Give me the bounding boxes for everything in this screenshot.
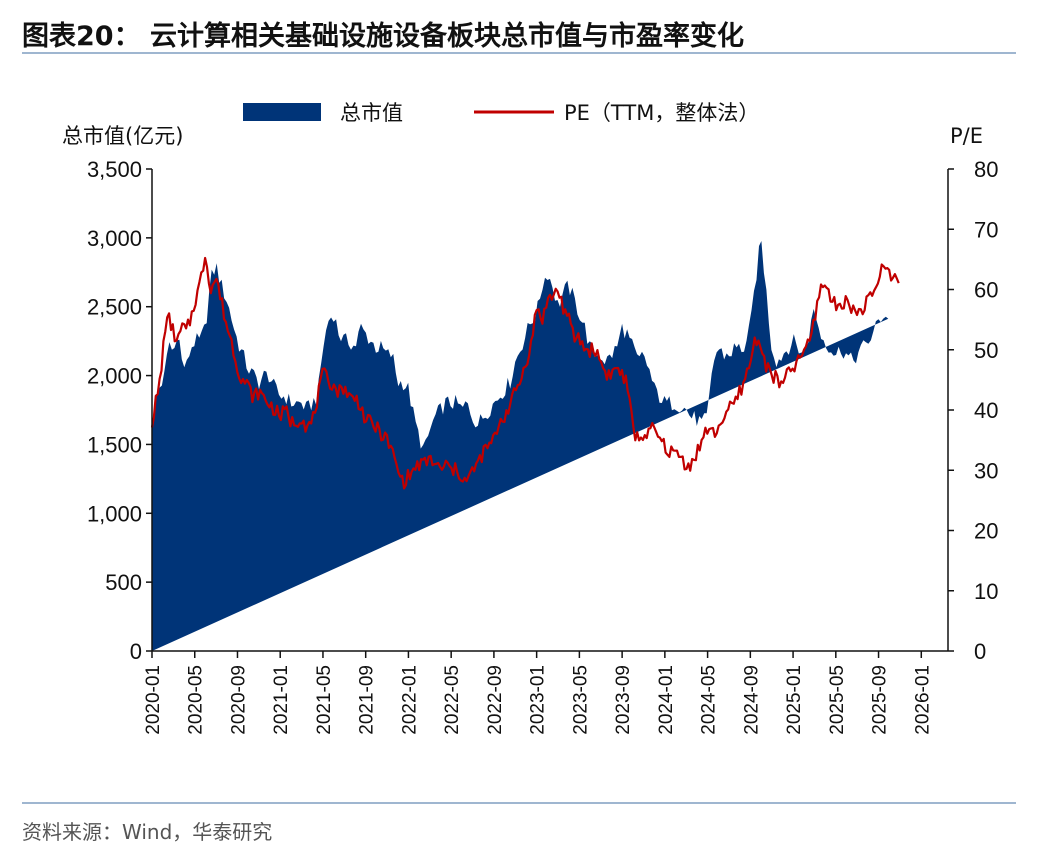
x-tick-label: 2022-05	[442, 665, 463, 735]
y-right-tick-label: 50	[974, 338, 998, 363]
x-tick-label: 2020-05	[186, 665, 207, 735]
x-tick-label: 2021-05	[314, 665, 335, 735]
x-tick-label: 2025-05	[827, 665, 848, 735]
legend-label-pe: PE（TTM，整体法）	[564, 101, 759, 125]
x-tick-label: 2022-01	[399, 665, 420, 735]
x-tick-label: 2025-09	[870, 665, 891, 735]
y-left-tick-label: 500	[105, 570, 142, 595]
market-cap-area	[152, 241, 889, 651]
y-right-tick-label: 30	[974, 458, 998, 483]
x-tick-label: 2021-09	[357, 665, 378, 735]
y-right-axis-label: P/E	[950, 124, 983, 148]
x-tick-label: 2025-01	[784, 665, 805, 735]
y-left-tick-label: 3,000	[87, 226, 142, 251]
pe-line	[150, 256, 900, 490]
y-left-tick-label: 2,000	[87, 364, 142, 389]
x-tick-label: 2020-01	[143, 665, 164, 735]
legend-swatch-area	[243, 103, 321, 121]
market-cap-area-layer	[152, 241, 889, 651]
y-right-tick-label: 60	[974, 278, 998, 303]
y-right-tick-label: 20	[974, 519, 998, 544]
y-left-tick-label: 0	[130, 639, 142, 664]
pe-line-layer	[150, 256, 900, 490]
y-right-tick-label: 0	[974, 639, 986, 664]
y-right-tick-label: 70	[974, 217, 998, 242]
y-left-tick-label: 1,000	[87, 501, 142, 526]
legend-label-market-cap: 总市值	[340, 101, 403, 125]
x-tick-label: 2024-09	[741, 665, 762, 735]
y-left-tick-label: 2,500	[87, 295, 142, 320]
y-left-tick-label: 1,500	[87, 432, 142, 457]
x-tick-label: 2024-05	[699, 665, 720, 735]
chart-title: 图表20： 云计算相关基础设施设备板块总市值与市盈率变化	[22, 21, 744, 52]
x-tick-label: 2023-01	[528, 665, 549, 735]
axes-layer: 0 500 1,000 1,500 2,000 2,500 3,000 3,500 0 10 20 3…	[87, 157, 999, 735]
x-tick-label: 2022-09	[485, 665, 506, 735]
x-tick-label: 2023-05	[570, 665, 591, 735]
y-right-tick-label: 10	[974, 579, 998, 604]
x-tick-label: 2023-09	[613, 665, 634, 735]
y-left-tick-label: 3,500	[87, 157, 142, 182]
x-tick-label: 2020-09	[228, 665, 249, 735]
y-right-tick-label: 80	[974, 157, 998, 182]
x-tick-label: 2026-01	[912, 665, 933, 735]
x-tick-label: 2021-01	[271, 665, 292, 735]
source-note: 资料来源：Wind，华泰研究	[22, 820, 273, 844]
title-divider	[22, 52, 1016, 54]
legend: 总市值 PE（TTM，整体法）	[243, 101, 759, 125]
x-tick-label: 2024-01	[656, 665, 677, 735]
footer-divider	[22, 802, 1016, 804]
y-left-axis-label: 总市值(亿元)	[62, 124, 183, 148]
y-right-tick-label: 40	[974, 398, 998, 423]
